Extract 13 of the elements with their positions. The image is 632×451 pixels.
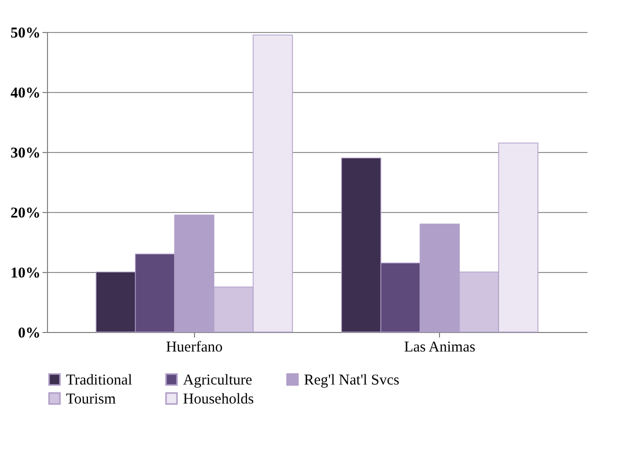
x-tick-label: Huerfano <box>166 340 223 356</box>
y-tick-label: 40% <box>10 86 40 102</box>
legend-label: Tourism <box>66 392 116 408</box>
y-tick-label: 20% <box>10 206 40 222</box>
y-tick-label: 10% <box>10 266 40 282</box>
legend-label: Households <box>183 392 254 408</box>
legend-label: Traditional <box>66 372 132 389</box>
y-tick-label: 50% <box>10 26 40 42</box>
y-tick-label: 0% <box>18 326 40 342</box>
y-tick-label: 30% <box>10 146 40 162</box>
legend-label: Agriculture <box>183 372 252 389</box>
x-tick-label: Las Animas <box>404 340 476 356</box>
legend-label: Reg'l Nat'l Svcs <box>304 372 400 389</box>
